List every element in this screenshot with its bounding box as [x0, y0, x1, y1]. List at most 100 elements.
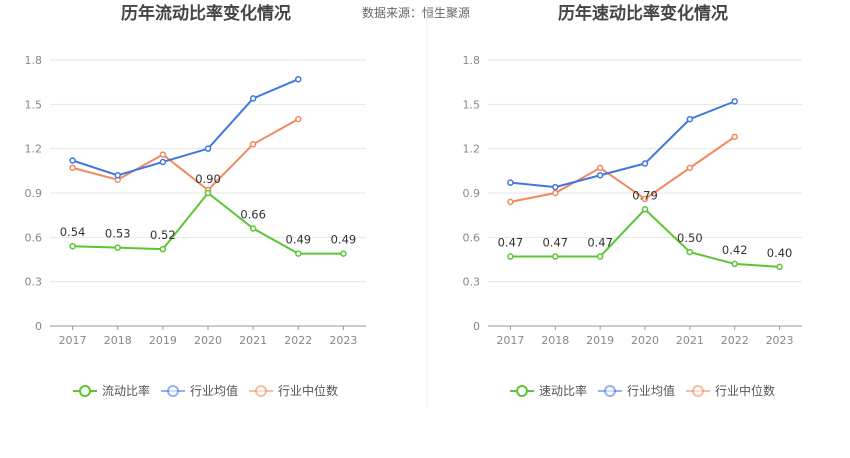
- series-line: [510, 100, 736, 189]
- legend-item-industry-median: 行业中位数: [249, 383, 338, 398]
- y-tick-label: 1.5: [463, 98, 481, 111]
- data-point: [204, 189, 212, 197]
- x-tick-label: 2023: [766, 334, 794, 347]
- legend-label: 行业中位数: [278, 383, 338, 398]
- data-point: [731, 133, 738, 141]
- data-point: [114, 244, 121, 251]
- legend-item-industry-mean: 行业均值: [598, 383, 675, 398]
- legend-label: 流动比率: [102, 383, 150, 398]
- data-point: [596, 172, 604, 179]
- x-tick-label: 2020: [631, 334, 659, 347]
- chart-title: 历年流动比率变化情况: [121, 3, 291, 24]
- data-point: [295, 250, 302, 257]
- data-label: 0.52: [150, 228, 176, 242]
- legend-marker-icon: [255, 385, 267, 397]
- data-point: [731, 98, 738, 105]
- data-point: [686, 248, 694, 256]
- data-point: [641, 195, 649, 203]
- x-tick-label: 2021: [239, 334, 267, 347]
- quick-ratio-chart: 历年速动比率变化情况 0 0.3 0.6 0.9 1.2 1.5 1.8 2017 2018 201…: [463, 3, 802, 398]
- data-label: 0.47: [587, 236, 613, 250]
- data-point: [507, 179, 514, 186]
- legend-marker-icon: [516, 385, 528, 397]
- y-tick-label: 0.9: [463, 187, 481, 200]
- legend-label: 速动比率: [539, 383, 587, 398]
- legend-label: 行业均值: [627, 383, 675, 398]
- data-source-text: 数据来源：恒生聚源: [362, 5, 470, 20]
- data-label: 0.79: [632, 188, 658, 202]
- y-tick-label: 1.8: [463, 54, 481, 67]
- data-label: 0.49: [331, 233, 357, 247]
- data-label: 0.47: [498, 236, 524, 250]
- x-tick-label: 2017: [496, 334, 524, 347]
- data-point: [641, 160, 649, 167]
- data-label: 0.40: [767, 246, 793, 260]
- data-label: 0.66: [240, 207, 266, 221]
- y-tick-label: 0: [473, 320, 480, 333]
- data-point: [641, 206, 649, 213]
- legend-label: 行业均值: [190, 383, 238, 398]
- y-tick-label: 1.2: [463, 143, 481, 156]
- legend-item-ratio: 速动比率: [510, 383, 587, 398]
- data-point: [204, 145, 212, 152]
- data-point: [114, 172, 121, 179]
- data-point: [159, 158, 167, 166]
- data-point: [596, 253, 604, 260]
- data-label: 0.50: [677, 231, 703, 245]
- y-tick-label: 0.6: [25, 231, 43, 244]
- data-point: [69, 157, 76, 164]
- legend-item-industry-median: 行业中位数: [686, 383, 775, 398]
- data-point: [686, 164, 694, 172]
- data-point: [552, 253, 559, 260]
- data-label: 0.42: [722, 243, 748, 257]
- legend-marker-icon: [79, 385, 91, 397]
- data-label: 0.53: [105, 227, 131, 241]
- legend-marker-icon: [604, 385, 616, 397]
- data-point: [552, 183, 559, 191]
- y-tick-label: 1.8: [25, 54, 43, 67]
- data-point: [249, 95, 257, 102]
- x-tick-label: 2023: [329, 334, 357, 347]
- y-tick-label: 1.5: [25, 98, 43, 111]
- data-point: [731, 260, 738, 268]
- data-point: [552, 189, 559, 197]
- legend-marker-icon: [167, 385, 179, 397]
- y-tick-label: 0.9: [25, 187, 43, 200]
- current-ratio-chart: 历年流动比率变化情况 0 0.3 0.6 0.9 1.2 1.5 1.8 2017 2018 201…: [25, 3, 366, 398]
- data-point: [507, 198, 514, 206]
- data-label: 0.90: [195, 172, 221, 186]
- data-point: [686, 115, 694, 123]
- data-label: 0.54: [60, 225, 86, 239]
- y-tick-label: 0.3: [463, 276, 481, 289]
- data-point: [69, 242, 76, 250]
- data-point: [596, 164, 604, 172]
- series-line: [72, 118, 299, 192]
- data-point: [159, 245, 167, 253]
- x-tick-label: 2017: [59, 334, 87, 347]
- legend-item-industry-mean: 行业均值: [161, 383, 238, 398]
- data-label: 0.47: [542, 236, 568, 250]
- data-label: 0.49: [285, 233, 311, 247]
- chart-title: 历年速动比率变化情况: [558, 3, 728, 24]
- series-line: [510, 136, 736, 203]
- y-tick-label: 0.3: [25, 276, 43, 289]
- y-tick-label: 1.2: [25, 143, 43, 156]
- x-tick-label: 2022: [721, 334, 749, 347]
- data-point: [340, 250, 347, 257]
- data-point: [507, 253, 514, 260]
- y-tick-label: 0: [35, 320, 42, 333]
- data-point: [776, 263, 783, 271]
- x-tick-label: 2018: [541, 334, 569, 347]
- series-line: [72, 78, 299, 177]
- x-tick-label: 2019: [586, 334, 614, 347]
- data-point: [249, 140, 257, 148]
- legend-marker-icon: [692, 385, 704, 397]
- y-tick-label: 0.6: [463, 231, 481, 244]
- data-point: [249, 225, 257, 232]
- data-point: [295, 115, 302, 123]
- legend-label: 行业中位数: [715, 383, 775, 398]
- x-tick-label: 2022: [284, 334, 312, 347]
- x-tick-label: 2021: [676, 334, 704, 347]
- legend-item-ratio: 流动比率: [73, 383, 150, 398]
